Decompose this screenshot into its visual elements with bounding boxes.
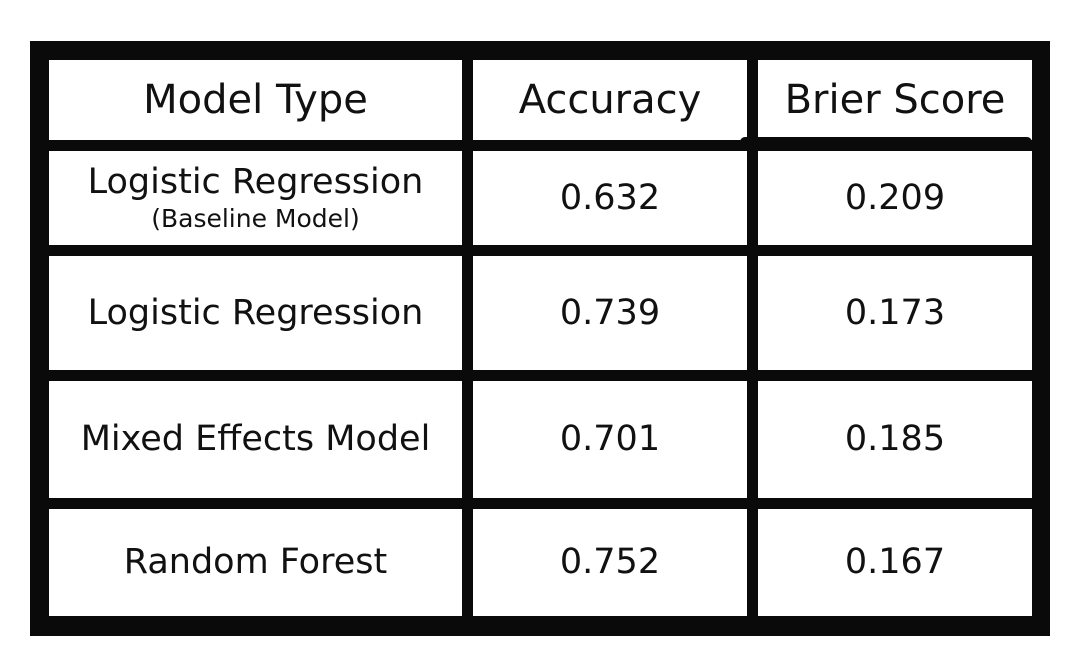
brier-value: 0.173 xyxy=(844,292,946,333)
brier-value: 0.167 xyxy=(844,542,946,583)
accuracy-value: 0.632 xyxy=(559,177,661,218)
table-cell-brier: 0.209 xyxy=(758,151,1032,245)
accuracy-value: 0.701 xyxy=(559,419,661,460)
brier-value: 0.185 xyxy=(844,419,946,460)
header-label: Brier Score xyxy=(784,77,1006,123)
brier-value: 0.209 xyxy=(844,177,946,218)
table-cell-brier: 0.173 xyxy=(758,256,1032,370)
model-name: Random Forest xyxy=(123,542,388,583)
table-cell-accuracy: 0.632 xyxy=(473,151,747,245)
header-label: Accuracy xyxy=(518,77,702,123)
table-cell-model: Logistic Regression (Baseline Model) xyxy=(49,151,462,245)
header-label: Model Type xyxy=(143,77,368,123)
model-name: Logistic Regression xyxy=(87,292,424,333)
table-cell-accuracy: 0.701 xyxy=(473,381,747,498)
table-cell-model: Mixed Effects Model xyxy=(49,381,462,498)
table-cell-model: Logistic Regression xyxy=(49,256,462,370)
table-cell-accuracy: 0.739 xyxy=(473,256,747,370)
header-brier-score: Brier Score xyxy=(758,60,1032,140)
table-cell-brier: 0.167 xyxy=(758,509,1032,616)
accuracy-value: 0.752 xyxy=(559,542,661,583)
table-cell-brier: 0.185 xyxy=(758,381,1032,498)
model-name: Mixed Effects Model xyxy=(80,419,431,460)
model-name: Logistic Regression xyxy=(87,161,424,202)
table-cell-accuracy: 0.752 xyxy=(473,509,747,616)
results-table: Model Type Accuracy Brier Score Logistic… xyxy=(30,41,1050,636)
header-divider xyxy=(740,137,1032,147)
table-cell-model: Random Forest xyxy=(49,509,462,616)
accuracy-value: 0.739 xyxy=(559,292,661,333)
model-note: (Baseline Model) xyxy=(151,204,360,234)
header-accuracy: Accuracy xyxy=(473,60,747,140)
header-model-type: Model Type xyxy=(49,60,462,140)
